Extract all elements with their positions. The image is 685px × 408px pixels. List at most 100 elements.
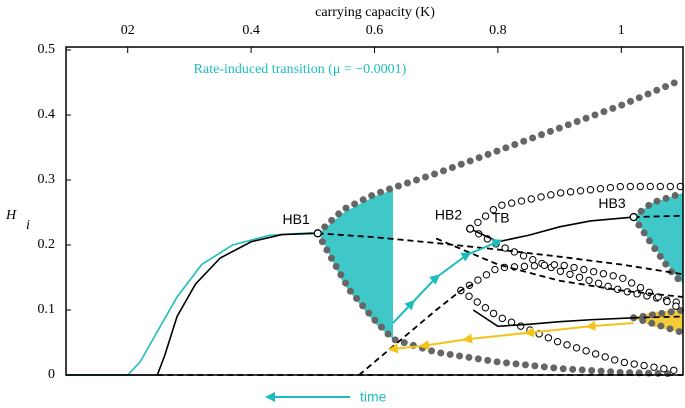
open-circle <box>520 262 529 271</box>
open-circle <box>527 195 535 203</box>
open-circle <box>663 297 671 306</box>
open-circle <box>596 184 605 193</box>
open-circle <box>491 265 499 274</box>
open-circle <box>540 261 549 270</box>
bifurcation-label: HB1 <box>283 211 310 227</box>
open-circle <box>544 334 553 342</box>
open-circle <box>465 292 473 300</box>
open-circle <box>530 262 539 270</box>
y-tick-label: 0.2 <box>38 237 56 252</box>
open-circle <box>489 206 498 214</box>
open-circle <box>482 271 491 279</box>
open-circle <box>481 304 490 312</box>
open-circle <box>537 193 545 201</box>
open-circle <box>672 302 680 310</box>
open-circle <box>640 361 648 370</box>
time-label: time <box>360 389 387 405</box>
open-circle <box>566 188 575 196</box>
limit-cycle-unstable <box>461 291 683 372</box>
tb-label: TB <box>492 210 510 226</box>
plot-frame <box>65 46 684 376</box>
open-circle <box>589 267 598 276</box>
x-tick-label: 02 <box>121 23 135 38</box>
open-circle <box>586 186 595 194</box>
bifurcation-point <box>465 224 475 233</box>
oscillation-band <box>633 193 683 284</box>
open-circle <box>529 255 537 264</box>
open-circle <box>566 270 574 278</box>
open-circle <box>474 276 482 284</box>
open-circle <box>489 309 498 318</box>
open-circle <box>585 276 593 285</box>
open-circle <box>556 267 565 275</box>
chart-title: carrying capacity (K) <box>315 5 435 20</box>
open-circle <box>481 212 490 220</box>
bifurcation-point <box>629 212 638 222</box>
unstable-equilibrium <box>633 214 684 218</box>
open-circle <box>473 298 481 306</box>
trajectory <box>392 239 503 324</box>
open-circle <box>572 344 581 352</box>
y-axis-label: H <box>5 208 17 223</box>
limit-cycle-stable <box>630 314 685 337</box>
open-circle <box>570 263 578 272</box>
open-circle <box>666 182 675 191</box>
limit-cycle-stable <box>630 306 685 322</box>
y-tick-label: 0.3 <box>38 172 56 187</box>
open-circle <box>547 191 555 199</box>
open-circle <box>613 285 622 294</box>
open-circle <box>591 350 600 358</box>
open-circle <box>576 187 585 195</box>
open-circle <box>519 252 528 260</box>
open-circle <box>474 218 482 227</box>
open-circle <box>630 360 638 368</box>
stable-equilibrium <box>66 231 313 376</box>
open-circle <box>508 199 516 207</box>
y-tick-label: 0.4 <box>38 107 56 122</box>
open-circle <box>646 182 655 191</box>
open-circle <box>660 365 668 373</box>
open-circle <box>560 261 568 270</box>
open-circle <box>553 337 562 346</box>
open-circle <box>550 261 559 269</box>
open-circle <box>599 270 608 278</box>
open-circle <box>670 366 678 374</box>
unstable-equilibrium <box>633 315 684 319</box>
open-circle <box>582 347 590 355</box>
open-circle <box>656 182 665 191</box>
bifurcation-point <box>313 229 322 238</box>
open-circle <box>650 363 658 371</box>
stable-equilibrium <box>66 232 318 376</box>
limit-cycle-stable <box>630 213 685 288</box>
bifurcation-label: HB3 <box>598 195 625 211</box>
open-circle <box>575 273 584 281</box>
open-circle <box>517 197 526 205</box>
plot: 02 0.4 0.6 0.8 1 0 0.1 0.2 0.3 0.4 0.5 HB1 HB2 HB3 TB <box>38 23 685 382</box>
open-circle <box>556 189 565 197</box>
open-circle <box>636 283 645 292</box>
limit-cycle-stable <box>630 189 685 221</box>
open-circle <box>611 356 619 364</box>
open-circle <box>636 182 645 191</box>
open-circle <box>606 183 615 192</box>
open-circle <box>563 341 571 349</box>
bifurcation-label: HB2 <box>435 206 462 222</box>
annotation: Rate-induced transition (μ = −0.0001) <box>194 62 407 77</box>
x-tick-label: 1 <box>618 23 625 38</box>
open-circle <box>619 274 627 282</box>
oscillation-band <box>318 189 394 340</box>
open-circle <box>594 279 603 288</box>
y-tick-label: 0.1 <box>38 302 56 317</box>
open-circle <box>620 358 629 367</box>
trajectory <box>388 320 634 354</box>
x-tick-label: 0.8 <box>489 23 507 38</box>
y-tick-label: 0 <box>48 367 55 382</box>
open-circle <box>498 314 506 323</box>
open-circle <box>609 272 617 280</box>
open-circle <box>498 201 506 209</box>
x-tick-label: 0.6 <box>366 23 384 38</box>
open-circle <box>616 182 625 191</box>
open-circle <box>626 182 635 191</box>
open-circle <box>627 279 636 287</box>
